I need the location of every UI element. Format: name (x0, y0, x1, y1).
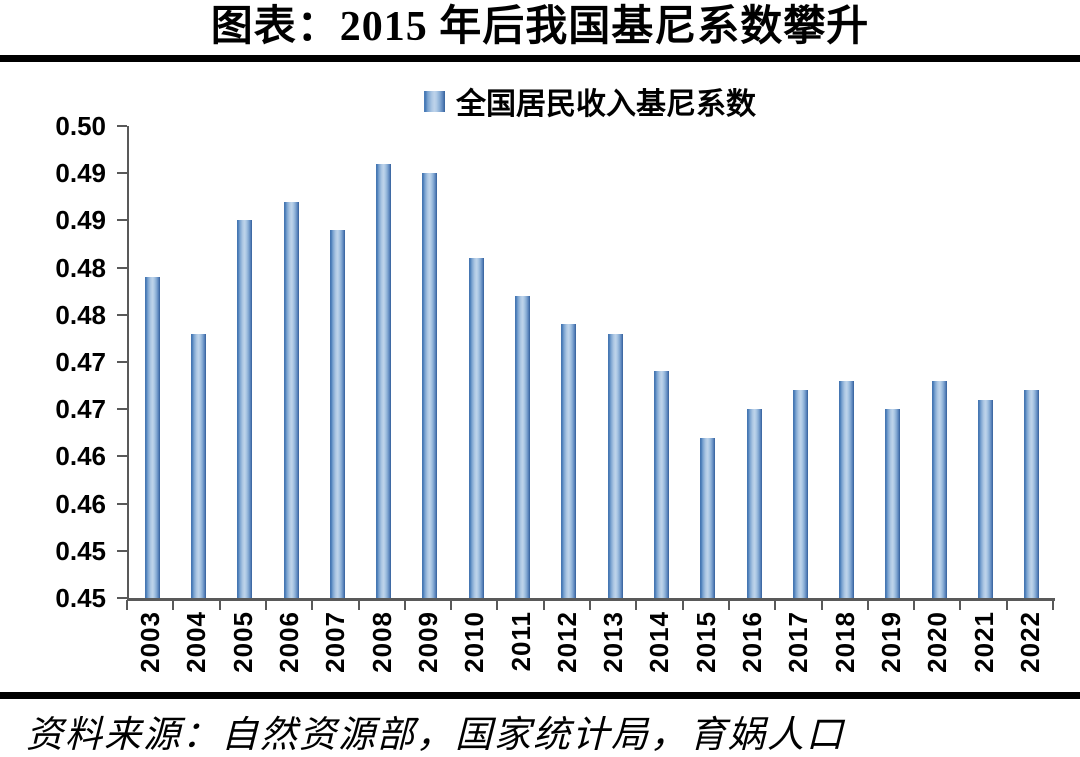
y-tick-label: 0.48 (55, 252, 106, 283)
bar-2017 (792, 390, 808, 598)
bar-2011 (515, 295, 531, 598)
chart-title: 图表：2015 年后我国基尼系数攀升 (210, 4, 870, 50)
y-tick-label: 0.50 (55, 111, 106, 141)
x-tick-label-2011: 2011 (505, 611, 536, 672)
bar-2019 (885, 409, 901, 598)
x-axis-tick (820, 600, 823, 610)
x-tick-label-2014: 2014 (644, 611, 675, 673)
x-tick-label-2004: 2004 (181, 611, 212, 673)
bar-2010 (468, 258, 484, 598)
x-tick-label-2019: 2019 (875, 611, 906, 673)
x-tick-label-2022: 2022 (1014, 611, 1045, 673)
y-tick-label: 0.47 (55, 347, 106, 377)
x-axis-tick (218, 600, 221, 610)
y-axis-tick (117, 597, 127, 599)
y-tick-label: 0.49 (55, 158, 106, 189)
legend-marker-icon (424, 90, 445, 112)
bar-2016 (746, 409, 762, 598)
x-axis-tick (403, 600, 406, 610)
bar-2005 (237, 220, 253, 598)
x-tick-label-2010: 2010 (459, 611, 490, 673)
x-axis-tick (357, 600, 360, 610)
top-divider-rule (0, 55, 1080, 62)
x-tick-label-2009: 2009 (412, 611, 443, 673)
y-tick-label: 0.47 (55, 394, 106, 425)
bar-2012 (561, 324, 577, 598)
x-tick-label-2017: 2017 (783, 611, 814, 673)
y-axis-tick (117, 455, 127, 458)
bottom-divider-rule (0, 692, 1080, 699)
y-axis-tick (117, 313, 127, 316)
x-axis-tick (1052, 600, 1054, 610)
x-axis-tick (635, 600, 638, 610)
x-axis-tick (866, 600, 869, 610)
x-axis-tick (727, 600, 730, 610)
y-axis-tick (117, 502, 127, 505)
source-note: 资料来源：自然资源部，国家统计局，育娲人口 (26, 715, 845, 756)
x-axis-tick (589, 600, 591, 610)
x-axis-tick (774, 600, 777, 610)
y-tick-label: 0.46 (55, 488, 106, 519)
bar-2013 (607, 333, 623, 598)
x-tick-label-2006: 2006 (274, 611, 305, 673)
y-tick-label: 0.46 (55, 441, 106, 472)
x-tick-label-2003: 2003 (135, 611, 166, 673)
x-axis-tick (172, 600, 175, 610)
bar-2006 (283, 201, 299, 598)
y-axis-tick (117, 219, 127, 222)
y-axis-tick (117, 266, 127, 269)
x-tick-label-2007: 2007 (320, 611, 351, 673)
x-tick-label-2020: 2020 (922, 611, 953, 673)
y-axis-tick (117, 549, 127, 552)
x-tick-label-2008: 2008 (366, 611, 397, 673)
x-axis-tick (126, 600, 128, 610)
bar-2003 (144, 277, 160, 598)
y-axis-tick (117, 408, 127, 411)
x-tick-label-2016: 2016 (737, 611, 768, 673)
plot-area (127, 126, 1055, 601)
legend-label: 全国居民收入基尼系数 (456, 88, 756, 121)
x-axis-tick (959, 600, 962, 610)
bar-2004 (190, 333, 206, 598)
bar-2009 (422, 173, 438, 598)
x-axis-tick (311, 600, 314, 610)
y-tick-label: 0.45 (55, 535, 106, 566)
bar-2018 (839, 380, 855, 598)
bar-2020 (931, 380, 947, 598)
bar-2007 (329, 229, 345, 598)
x-tick-label-2021: 2021 (968, 611, 999, 673)
x-tick-label-2018: 2018 (829, 611, 860, 673)
x-axis-tick (1005, 600, 1008, 610)
x-tick-label-2013: 2013 (598, 611, 629, 673)
bar-2022 (1024, 390, 1040, 598)
y-axis-tick (117, 172, 127, 175)
x-tick-label-2012: 2012 (551, 611, 582, 673)
x-tick-label-2005: 2005 (227, 611, 258, 673)
x-axis-tick (913, 600, 916, 610)
bar-2015 (700, 437, 716, 598)
y-axis-tick (117, 125, 127, 127)
bar-2021 (978, 399, 994, 598)
x-axis-tick (496, 600, 499, 610)
x-axis-tick (264, 600, 267, 610)
y-axis-tick (117, 361, 127, 363)
legend: 全国居民收入基尼系数 (127, 86, 1053, 121)
bar-2014 (653, 371, 669, 598)
x-axis-tick (542, 600, 545, 610)
x-tick-label-2015: 2015 (690, 611, 721, 673)
y-tick-label: 0.45 (55, 583, 106, 613)
x-axis-tick (450, 600, 453, 610)
y-tick-label: 0.49 (55, 205, 106, 236)
x-axis-tick (681, 600, 684, 610)
bar-2008 (376, 163, 392, 598)
y-tick-label: 0.48 (55, 299, 106, 330)
